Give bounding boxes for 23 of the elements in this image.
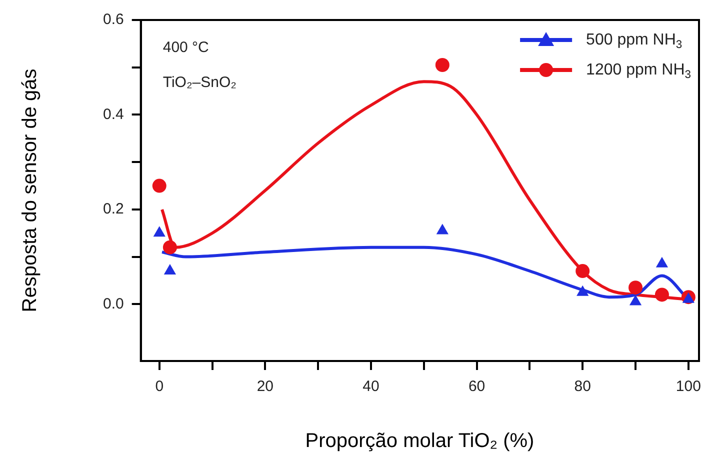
x-tick-label: 80 — [574, 378, 591, 396]
x-axis-title: Proporção molar TiO₂ (%) — [305, 430, 534, 452]
y-tick-label: 0.0 — [102, 295, 124, 312]
y-tick-label: 0.6 — [102, 11, 124, 28]
point — [436, 224, 448, 234]
y-tick-label: 0.4 — [102, 106, 124, 123]
point — [164, 264, 176, 275]
x-tick-label: 60 — [468, 378, 486, 396]
x-tick-label: 100 — [676, 378, 701, 396]
point — [435, 58, 450, 72]
point — [162, 240, 177, 254]
annotation: TiO₂–SnO₂ — [162, 74, 237, 92]
x-tick-label: 0 — [155, 378, 164, 396]
y-axis-title: Resposta do sensor de gás — [19, 68, 41, 312]
annotation: 400 °C — [162, 39, 210, 56]
point — [656, 256, 668, 268]
x-tick-label: 20 — [256, 378, 274, 396]
x-tick-label: 40 — [362, 378, 380, 396]
point — [576, 285, 589, 296]
point — [629, 294, 642, 306]
point — [152, 178, 166, 193]
y-tick-label: 0.2 — [102, 200, 124, 218]
point — [153, 226, 166, 237]
